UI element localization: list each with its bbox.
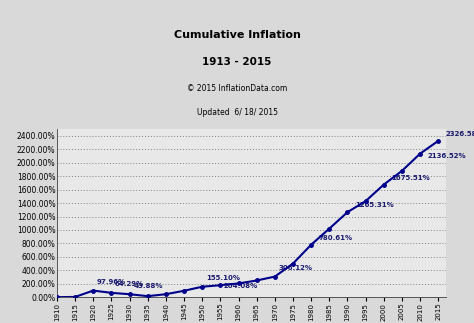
- Text: 64.29%: 64.29%: [115, 281, 144, 287]
- Text: 204.08%: 204.08%: [224, 283, 258, 289]
- Text: 2136.52%: 2136.52%: [428, 153, 466, 159]
- Text: 155.10%: 155.10%: [206, 276, 240, 281]
- Text: Cumulative Inflation: Cumulative Inflation: [173, 30, 301, 40]
- Text: 97.96%: 97.96%: [97, 279, 126, 285]
- Text: 306.12%: 306.12%: [278, 265, 312, 271]
- Text: © 2015 InflationData.com: © 2015 InflationData.com: [187, 84, 287, 93]
- Text: Updated  6/ 18/ 2015: Updated 6/ 18/ 2015: [197, 108, 277, 117]
- Text: 1675.51%: 1675.51%: [391, 174, 430, 181]
- Text: 43.88%: 43.88%: [133, 283, 163, 289]
- Text: 1913 - 2015: 1913 - 2015: [202, 57, 272, 67]
- Text: 2326.58%: 2326.58%: [446, 131, 474, 137]
- Text: 780.61%: 780.61%: [319, 235, 353, 241]
- Text: 1265.31%: 1265.31%: [355, 202, 393, 208]
